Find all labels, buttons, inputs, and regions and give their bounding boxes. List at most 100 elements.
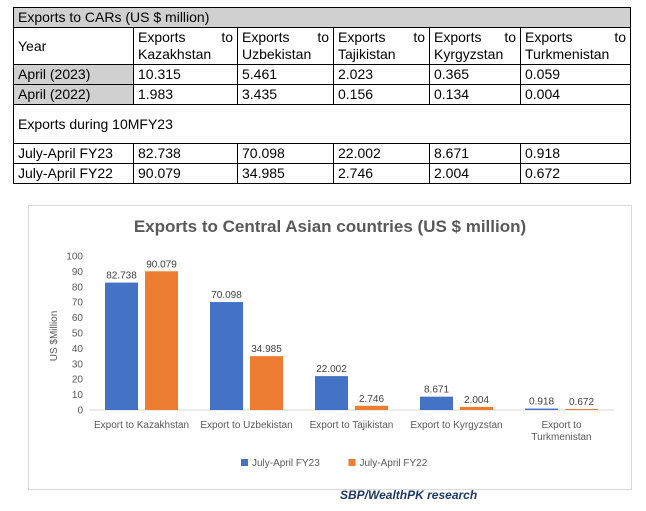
table-cell: 82.738 — [133, 143, 238, 164]
y-tick-label: 20 — [72, 375, 84, 386]
header-word: Exports — [434, 29, 482, 45]
table-cell: 34.985 — [237, 163, 334, 184]
table-cell: 2.746 — [333, 163, 430, 184]
header-country: Kyrgyzstan — [434, 46, 504, 62]
y-tick-label: 30 — [72, 359, 84, 370]
exports-table-container: Exports to CARs (US $ million) Year Export… — [12, 7, 632, 184]
table-cell: 0.059 — [519, 64, 632, 85]
table-cell: 70.098 — [237, 143, 334, 164]
legend-swatch — [348, 459, 356, 466]
plot-area: 0 10 20 30 40 50 60 70 80 90 100 82.738 90.079 Export… — [66, 252, 614, 469]
header-word: to — [504, 29, 516, 45]
row-label: April (2023) — [13, 64, 134, 85]
y-tick-label: 50 — [72, 329, 84, 340]
source-note: SBP/WealthPK research — [340, 488, 478, 502]
y-tick-label: 90 — [72, 267, 84, 278]
section-label: Exports during 10MFY23 — [12, 104, 632, 144]
table-cell: 0.004 — [519, 84, 632, 105]
header-word: Exports — [138, 29, 186, 45]
header-word: to — [317, 29, 329, 45]
table-row: April (2023) 10.315 5.461 2.023 0.365 0.059 — [13, 64, 632, 85]
table-cell: 10.315 — [133, 64, 238, 85]
header-country: Uzbekistan — [242, 46, 312, 62]
bar — [565, 408, 598, 410]
x-tick-label: Export to — [541, 420, 581, 431]
table-title-row: Exports to CARs (US $ million) — [12, 7, 632, 28]
header-word: Exports — [338, 29, 386, 45]
table-cell: 0.134 — [429, 84, 521, 105]
bar — [105, 282, 138, 410]
y-tick-label: 40 — [72, 344, 84, 355]
y-tick-label: 60 — [72, 313, 84, 324]
chart-title: Exports to Central Asian countries (US $… — [134, 217, 526, 236]
table-cell: 5.461 — [237, 64, 334, 85]
header-cell: Exports to Kazakhstan — [133, 27, 238, 65]
table-cell: 0.156 — [333, 84, 430, 105]
data-label: 2.746 — [359, 394, 384, 405]
bar — [250, 356, 283, 410]
table-row: July-April FY23 82.738 70.098 22.002 8.671 0.… — [13, 143, 632, 164]
x-tick-label: Export to Uzbekistan — [200, 420, 292, 431]
y-tick-label: 80 — [72, 282, 84, 293]
header-word: to — [413, 29, 425, 45]
data-label: 82.738 — [106, 271, 137, 282]
table-cell: 3.435 — [237, 84, 334, 105]
header-country: Turkmenistan — [525, 46, 610, 62]
data-label: 70.098 — [211, 290, 242, 301]
header-word: Exports — [525, 29, 573, 45]
exports-table: Exports to CARs (US $ million) Year Export… — [12, 7, 632, 184]
legend-label: July-April FY22 — [360, 458, 428, 469]
bar — [525, 408, 558, 410]
table-row: July-April FY22 90.079 34.985 2.746 2.004 0.6… — [13, 163, 632, 184]
table-section-row: Exports during 10MFY23 — [12, 104, 632, 144]
bar-chart: Exports to Central Asian countries (US $… — [49, 217, 614, 469]
row-label: July-April FY23 — [13, 143, 134, 164]
table-title: Exports to CARs (US $ million) — [12, 7, 632, 28]
x-tick-label: Export to Kazakhstan — [94, 420, 189, 431]
header-word: Exports — [242, 29, 290, 45]
bar — [420, 396, 453, 410]
table-cell: 22.002 — [333, 143, 430, 164]
bar — [460, 406, 493, 410]
data-label: 22.002 — [316, 364, 347, 375]
data-label: 34.985 — [251, 344, 282, 355]
bar — [210, 302, 243, 410]
x-tick-label: Turkmenistan — [531, 432, 591, 443]
table-cell: 0.672 — [519, 163, 632, 184]
header-country: Tajikistan — [338, 46, 396, 62]
header-year: Year — [13, 27, 134, 65]
data-label: 90.079 — [146, 259, 177, 270]
table-cell: 0.918 — [519, 143, 632, 164]
legend-swatch — [241, 459, 248, 466]
bar — [145, 271, 178, 410]
chart-frame: Exports to Central Asian countries (US $… — [28, 205, 632, 490]
data-label: 0.918 — [529, 397, 554, 408]
table-row: April (2022) 1.983 3.435 0.156 0.134 0.004 — [13, 84, 632, 105]
y-tick-label: 0 — [77, 406, 83, 417]
data-label: 8.671 — [424, 385, 449, 396]
y-axis-label: US $Million — [49, 311, 60, 362]
table-cell: 1.983 — [133, 84, 238, 105]
bar — [315, 376, 348, 410]
table-cell: 0.365 — [429, 64, 521, 85]
header-cell: Exports to Uzbekistan — [237, 27, 334, 65]
legend-label: July-April FY23 — [252, 458, 320, 469]
y-tick-label: 10 — [72, 390, 84, 401]
row-label: April (2022) — [13, 84, 134, 105]
row-label: July-April FY22 — [13, 163, 134, 184]
table-cell: 90.079 — [133, 163, 238, 184]
x-tick-label: Export to Tajikistan — [310, 420, 394, 431]
data-label: 2.004 — [464, 395, 489, 406]
header-word: to — [221, 29, 233, 45]
table-header-row: Year Exports to Kazakhstan Exports to Uzbekist… — [13, 27, 632, 65]
header-cell: Exports to Tajikistan — [333, 27, 430, 65]
table-cell: 2.004 — [429, 163, 521, 184]
table-cell: 2.023 — [333, 64, 430, 85]
header-country: Kazakhstan — [138, 46, 212, 62]
y-tick-label: 70 — [72, 298, 84, 309]
table-cell: 8.671 — [429, 143, 521, 164]
header-word: to — [614, 29, 627, 45]
bar — [355, 405, 388, 410]
header-cell: Exports to Kyrgyzstan — [429, 27, 521, 65]
x-tick-label: Export to Kyrgyzstan — [410, 420, 502, 431]
